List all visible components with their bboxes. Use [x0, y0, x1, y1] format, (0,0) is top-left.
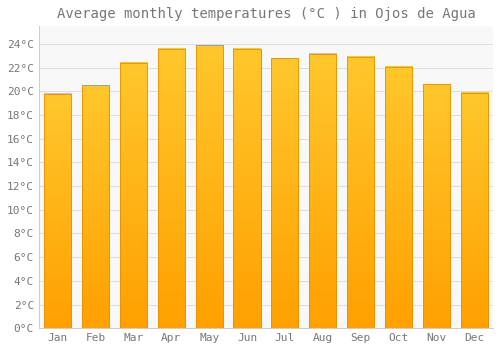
Bar — [234, 49, 260, 328]
Bar — [385, 66, 412, 328]
Bar — [422, 84, 450, 328]
Title: Average monthly temperatures (°C ) in Ojos de Agua: Average monthly temperatures (°C ) in Oj… — [56, 7, 476, 21]
Bar — [385, 66, 412, 328]
Bar — [422, 84, 450, 328]
Bar — [120, 63, 147, 328]
Bar — [196, 45, 223, 328]
Bar — [347, 57, 374, 328]
Bar — [309, 54, 336, 328]
Bar — [234, 49, 260, 328]
Bar — [120, 63, 147, 328]
Bar — [158, 49, 185, 328]
Bar — [460, 93, 488, 328]
Bar — [82, 85, 109, 328]
Bar — [309, 54, 336, 328]
Bar — [44, 94, 72, 328]
Bar — [271, 58, 298, 328]
Bar — [196, 45, 223, 328]
Bar — [44, 94, 72, 328]
Bar — [158, 49, 185, 328]
Bar — [347, 57, 374, 328]
Bar — [271, 58, 298, 328]
Bar — [460, 93, 488, 328]
Bar — [82, 85, 109, 328]
